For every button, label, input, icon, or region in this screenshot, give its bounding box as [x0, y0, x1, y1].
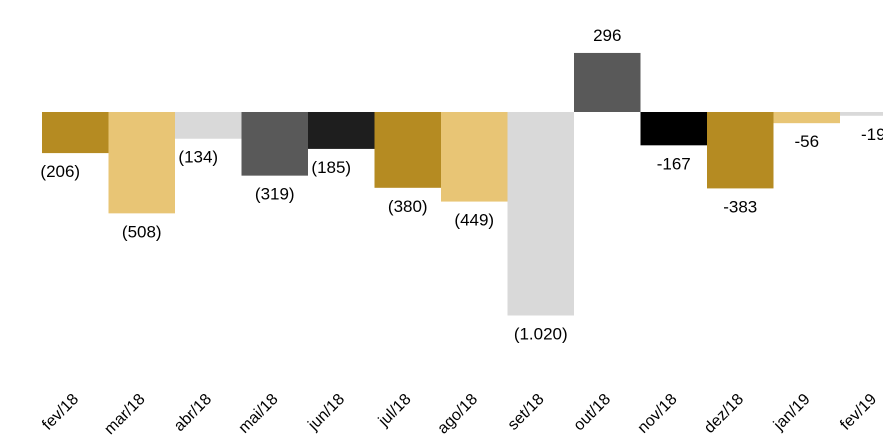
data-label: (206) — [40, 162, 80, 181]
data-label: (319) — [255, 185, 295, 204]
bar-out-18 — [574, 52, 641, 112]
data-label: -56 — [794, 132, 819, 151]
x-tick-label: set/18 — [505, 391, 548, 434]
data-label: (134) — [178, 148, 218, 167]
data-label: 296 — [593, 26, 621, 45]
bar-ago-18 — [441, 112, 508, 202]
x-tick-label: fev/18 — [39, 391, 82, 434]
x-tick-label: abr/18 — [171, 391, 215, 435]
bar-jul-18 — [374, 112, 441, 188]
bar-fev-19 — [840, 112, 883, 116]
x-tick-label: mar/18 — [101, 391, 148, 436]
bar-jan-19 — [773, 112, 840, 124]
bar-mai-18 — [241, 112, 308, 176]
x-tick-label: jan/19 — [770, 391, 814, 435]
bar-mar-18 — [108, 112, 175, 214]
data-labels-group: (206) (508) (134) (319) (185) (380) (449) (1.02… — [40, 26, 883, 344]
x-tick-label: nov/18 — [635, 391, 681, 436]
x-tick-label: mai/18 — [236, 391, 282, 436]
data-label: -167 — [657, 154, 691, 173]
bar-nov-18 — [640, 112, 707, 146]
x-axis-ticks-group: fev/18 mar/18 abr/18 mai/18 jun/18 jul/18 ago/… — [39, 391, 880, 436]
x-tick-label: dez/18 — [701, 391, 747, 436]
data-label: (449) — [454, 211, 494, 230]
x-tick-label: jun/18 — [305, 391, 349, 435]
data-label: (185) — [311, 158, 351, 177]
data-label: -383 — [723, 197, 757, 216]
x-tick-label: ago/18 — [434, 391, 481, 436]
x-tick-label: fev/19 — [837, 391, 880, 434]
bar-jun-18 — [308, 112, 375, 149]
bar-abr-18 — [175, 112, 242, 139]
bar-set-18 — [507, 112, 574, 316]
data-label: (508) — [122, 222, 162, 241]
bars-group — [42, 52, 883, 316]
bar-fev-18 — [42, 112, 109, 154]
x-tick-label: out/18 — [571, 391, 615, 435]
data-label: (380) — [388, 197, 428, 216]
x-tick-label: jul/18 — [375, 391, 415, 431]
data-label: (1.020) — [514, 324, 568, 343]
data-label: -19 — [861, 125, 883, 144]
bar-dez-18 — [707, 112, 774, 189]
